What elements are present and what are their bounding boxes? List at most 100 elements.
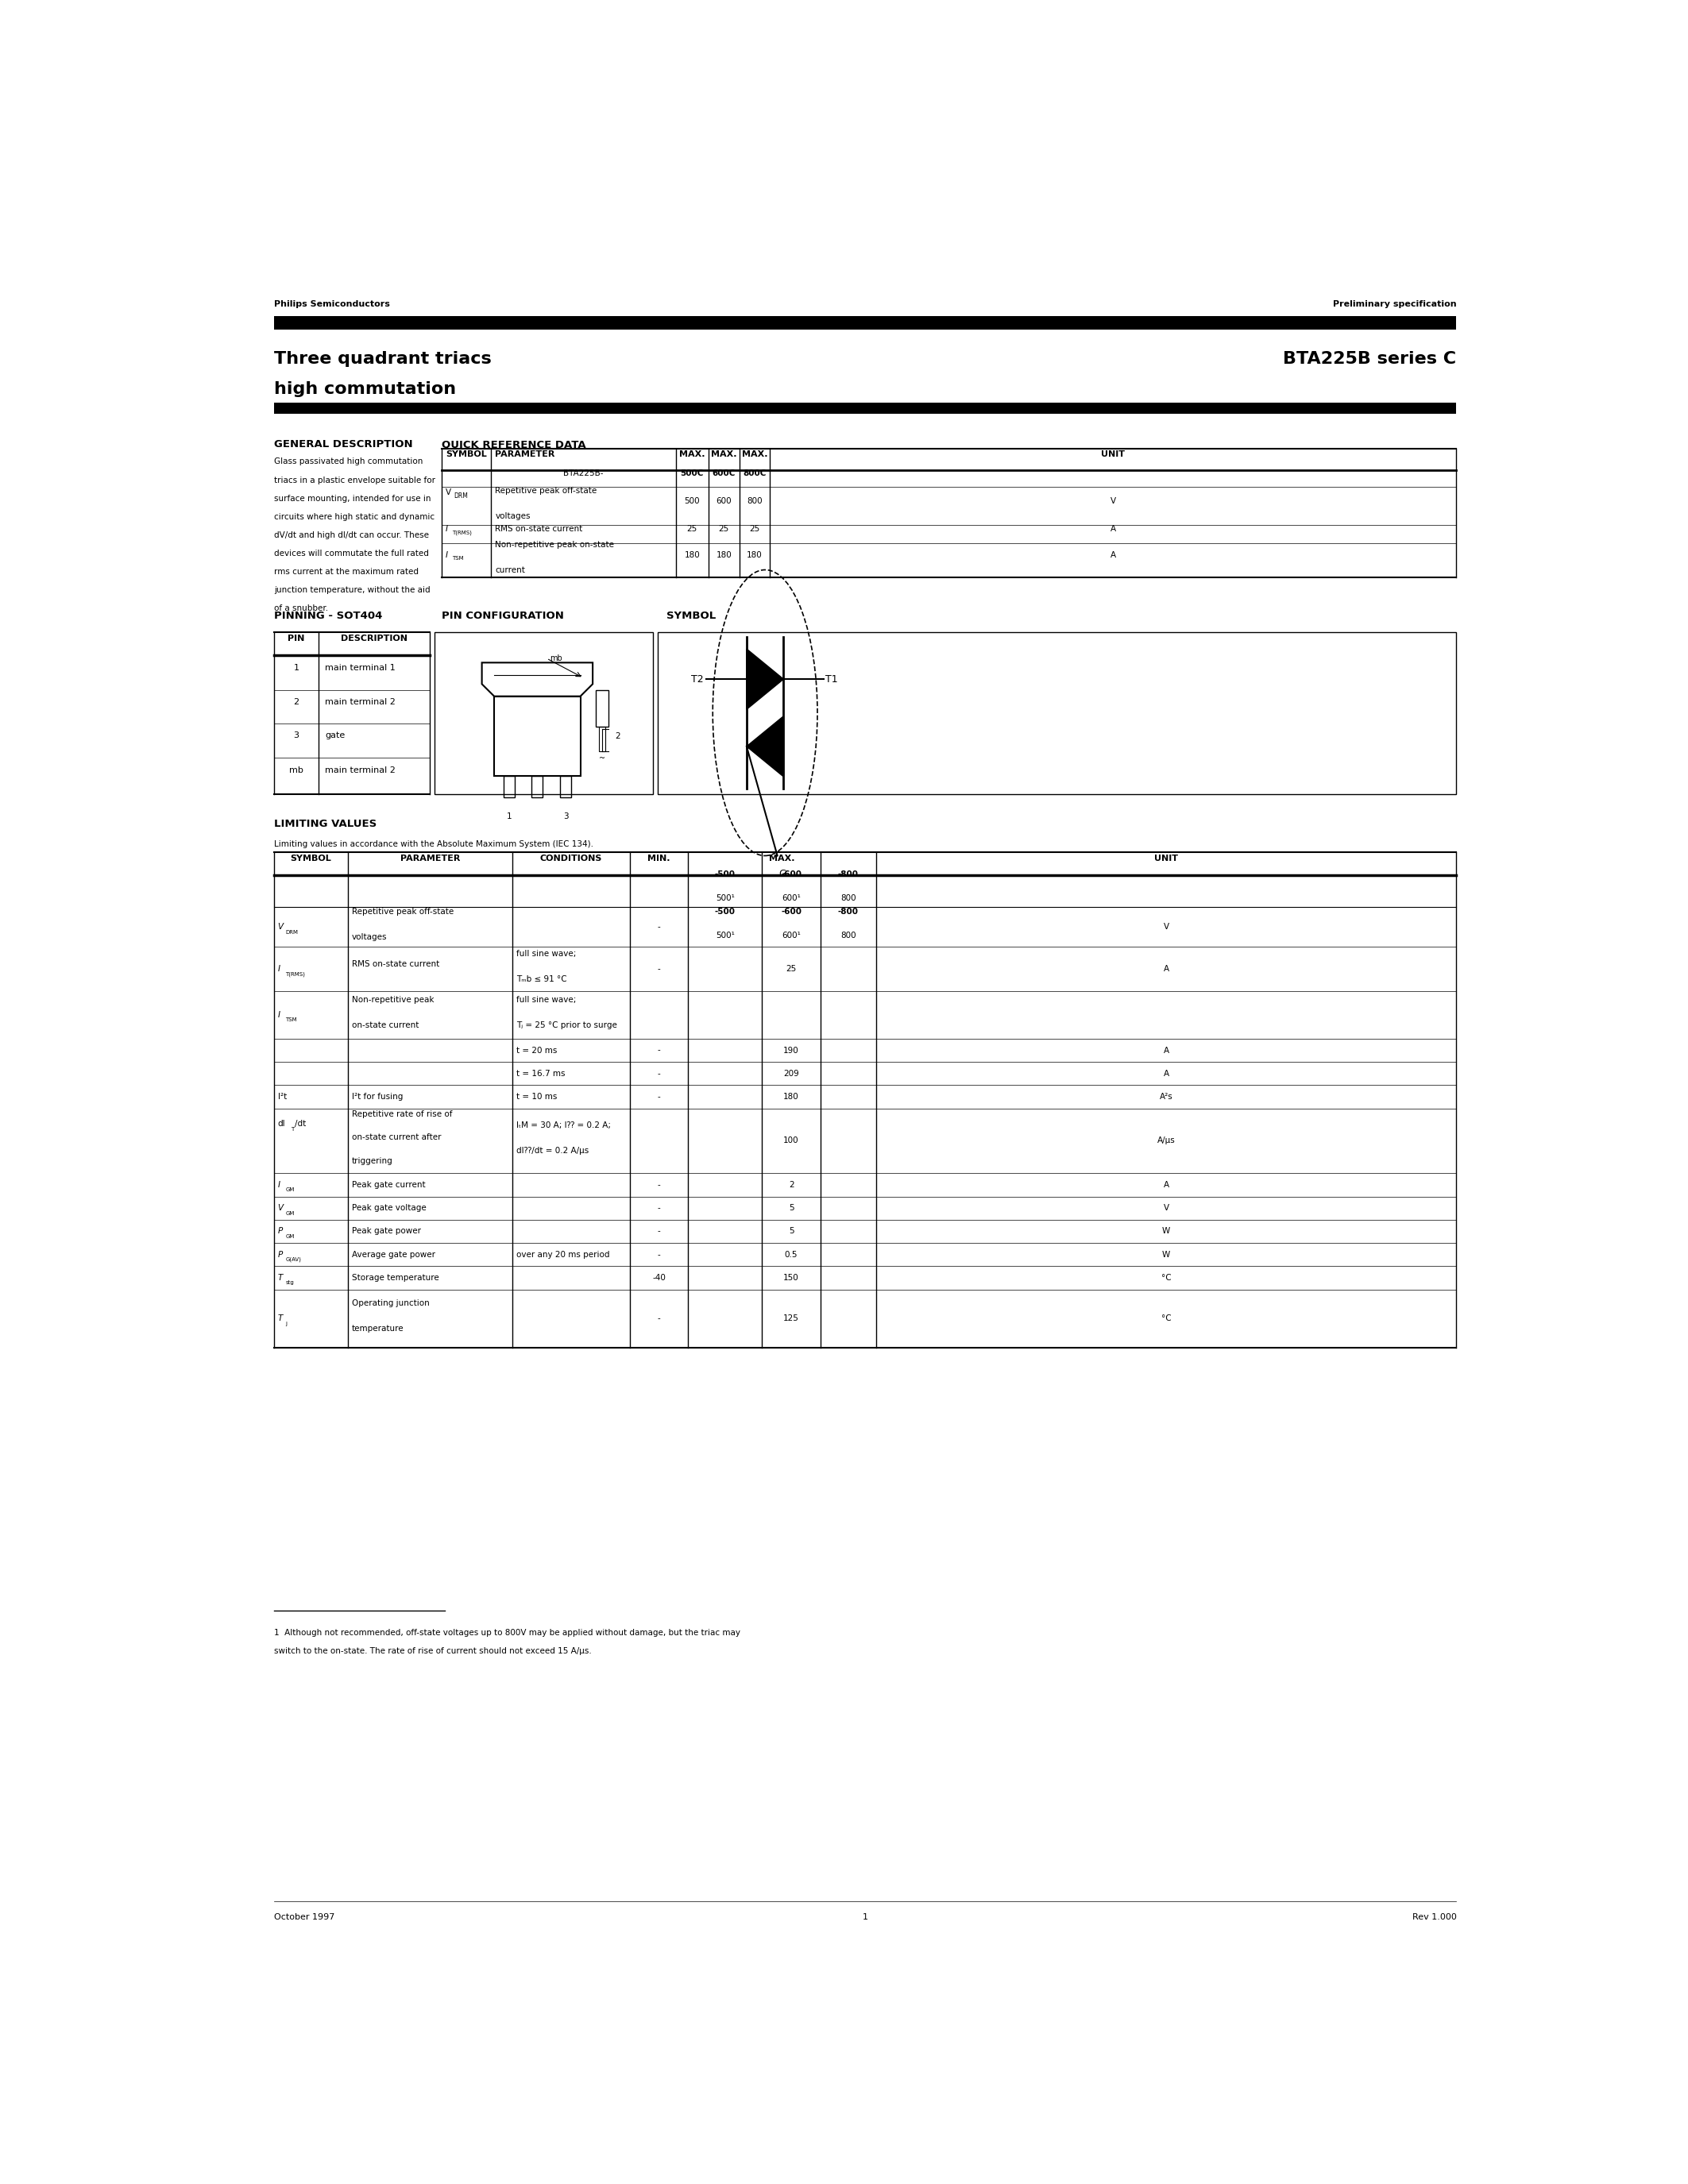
Text: -800: -800 [837,871,859,878]
Text: TSM: TSM [285,1018,297,1022]
Text: mb: mb [289,767,304,775]
Text: GM: GM [285,1234,295,1238]
Text: 150: 150 [783,1273,798,1282]
Text: SYMBOL: SYMBOL [667,612,716,620]
Text: A: A [1163,1046,1170,1055]
Text: main terminal 2: main terminal 2 [326,699,397,705]
Text: QUICK REFERENCE DATA: QUICK REFERENCE DATA [442,439,586,450]
Text: 1  Although not recommended, off-state voltages up to 800V may be applied withou: 1 Although not recommended, off-state vo… [273,1629,739,1636]
Text: Repetitive peak off-state: Repetitive peak off-state [495,487,598,496]
Text: circuits where high static and dynamic: circuits where high static and dynamic [273,513,434,520]
Text: UNIT: UNIT [1155,854,1178,863]
Bar [596,690,608,727]
Text: A: A [1163,1182,1170,1188]
Text: TSM: TSM [452,557,464,561]
Text: Peak gate current: Peak gate current [351,1182,425,1188]
Text: PINNING - SOT404: PINNING - SOT404 [273,612,381,620]
Text: PIN CONFIGURATION: PIN CONFIGURATION [442,612,564,620]
Text: 190: 190 [783,1046,798,1055]
Text: ~: ~ [599,753,604,762]
Text: I: I [279,1182,280,1188]
Text: V: V [279,1203,284,1212]
Text: I²t for fusing: I²t for fusing [351,1092,403,1101]
Text: G: G [778,869,787,880]
Text: °C: °C [1161,1273,1171,1282]
Text: V: V [279,924,284,930]
Text: 800: 800 [841,933,856,939]
Text: Repetitive peak off-state: Repetitive peak off-state [351,909,454,915]
Text: -: - [657,1092,660,1101]
Text: Operating junction: Operating junction [351,1299,429,1308]
Text: -: - [657,1182,660,1188]
Text: October 1997: October 1997 [273,1913,334,1922]
Text: PARAMETER: PARAMETER [400,854,461,863]
Text: I: I [446,550,449,559]
Text: /dt: /dt [295,1120,306,1127]
Text: 2: 2 [614,732,619,740]
Text: voltages: voltages [351,933,387,941]
Text: -: - [657,1046,660,1055]
Text: 800: 800 [746,498,763,505]
Bar [273,402,1457,413]
Text: on-state current after: on-state current after [351,1133,441,1142]
Text: -600: -600 [782,871,802,878]
Text: Storage temperature: Storage temperature [351,1273,439,1282]
Text: surface mounting, intended for use in: surface mounting, intended for use in [273,494,430,502]
Text: temperature: temperature [351,1326,403,1332]
Text: -: - [657,1227,660,1236]
Text: -800: -800 [837,909,859,915]
Text: MAX.: MAX. [770,854,795,863]
Text: -: - [657,1203,660,1212]
Text: LIMITING VALUES: LIMITING VALUES [273,819,376,830]
Text: 1: 1 [294,664,299,673]
Text: -500: -500 [714,909,736,915]
Text: -: - [657,924,660,930]
Text: T(RMS): T(RMS) [452,531,473,535]
Bar [560,775,571,797]
Text: W: W [1161,1227,1170,1236]
Text: A: A [1163,965,1170,972]
Text: PARAMETER: PARAMETER [495,450,555,459]
Text: CONDITIONS: CONDITIONS [540,854,603,863]
Text: I: I [279,1011,280,1018]
Text: 180: 180 [783,1092,798,1101]
Text: MAX.: MAX. [711,450,736,459]
Text: 5: 5 [788,1227,793,1236]
Text: junction temperature, without the aid: junction temperature, without the aid [273,585,430,594]
Text: triggering: triggering [351,1158,393,1164]
Text: DESCRIPTION: DESCRIPTION [341,636,407,642]
Text: 600¹: 600¹ [782,893,800,902]
Text: 600¹: 600¹ [782,933,800,939]
Text: SYMBOL: SYMBOL [446,450,486,459]
Text: GENERAL DESCRIPTION: GENERAL DESCRIPTION [273,439,412,450]
Text: Philips Semiconductors: Philips Semiconductors [273,299,390,308]
Text: Three quadrant triacs: Three quadrant triacs [273,352,491,367]
Text: triacs in a plastic envelope suitable for: triacs in a plastic envelope suitable fo… [273,476,436,485]
Text: DRM: DRM [454,491,468,500]
Text: IₜM = 30 A; I⁇ = 0.2 A;: IₜM = 30 A; I⁇ = 0.2 A; [517,1123,611,1129]
Bar [503,775,515,797]
Text: V: V [1111,498,1116,505]
Text: over any 20 ms period: over any 20 ms period [517,1251,609,1258]
Text: 500¹: 500¹ [716,933,734,939]
Text: on-state current: on-state current [351,1020,419,1029]
Text: G(AV): G(AV) [285,1258,302,1262]
Text: T: T [279,1315,284,1324]
Text: 5: 5 [788,1203,793,1212]
Text: switch to the on-state. The rate of rise of current should not exceed 15 A/μs.: switch to the on-state. The rate of rise… [273,1647,591,1655]
Text: MIN.: MIN. [648,854,670,863]
Text: gate: gate [326,732,346,740]
Text: 125: 125 [783,1315,798,1324]
Text: 180: 180 [684,550,701,559]
Text: 209: 209 [783,1070,798,1077]
Text: I²t: I²t [279,1092,287,1101]
Text: 2: 2 [788,1182,793,1188]
Text: 500: 500 [684,498,701,505]
Text: Tⱼ = 25 °C prior to surge: Tⱼ = 25 °C prior to surge [517,1020,618,1029]
Text: 100: 100 [783,1138,798,1144]
Text: full sine wave;: full sine wave; [517,950,577,959]
Text: SYMBOL: SYMBOL [290,854,331,863]
Text: Tₘb ≤ 91 °C: Tₘb ≤ 91 °C [517,974,567,983]
Text: BTA225B series C: BTA225B series C [1283,352,1457,367]
Text: 600: 600 [716,498,731,505]
